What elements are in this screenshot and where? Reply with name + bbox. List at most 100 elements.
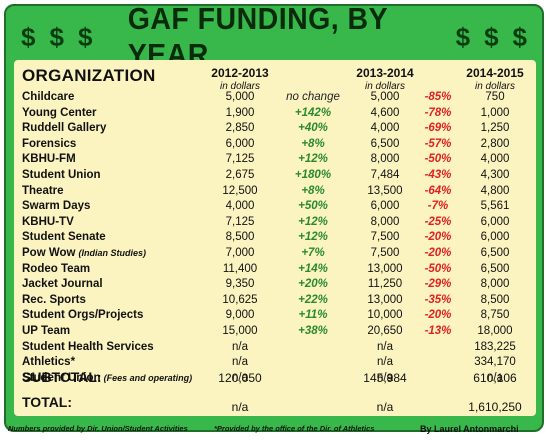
change-2013-2014: -69% [424,122,452,135]
subtotal-2014-2015: 610,106 [473,371,517,385]
table-row: Student Health Services n/a n/a 183,225 [14,340,536,354]
value-2014-2015: 5,561 [480,200,510,213]
value-2014-2015: 750 [485,91,505,103]
value-2012-2013: 2,850 [225,122,255,135]
table-row: Student Orgs/Projects 9,000 +11% 10,000 -20%… [14,308,536,322]
org-name-text: Theatre [22,184,64,197]
total-2014-2015: 1,610,250 [468,400,522,414]
value-2012-2013: 12,500 [222,184,258,197]
table-row: Rodeo Team 11,400 +14% 13,000 -50% 6,500 [14,262,536,276]
year-2012-2013-header: 2012-2013 in dollars [206,66,274,94]
change-2013-2014: -64% [424,184,452,197]
table-row: KBHU-TV 7,125 +12% 8,000 -25% 6,000 [14,215,536,229]
change-2012-2013: +14% [298,262,328,275]
value-2013-2014: 6,000 [370,200,400,213]
table-row: KBHU-FM 7,125 +12% 8,000 -50% 4,000 [14,152,536,166]
org-name-text: KBHU-FM [22,153,76,166]
value-2012-2013: 10,625 [222,293,258,306]
change-2012-2013: +38% [298,325,328,337]
table-row: Student Senate 8,500 +12% 7,500 -20% 6,000 [14,230,536,244]
org-name-text: Student Orgs/Projects [22,309,144,322]
table-row: Swarm Days 4,000 +50% 6,000 -7% 5,561 [14,199,536,213]
org-name-text: KBHU-TV [22,215,74,228]
table-row: Student Union (Fees and operating) n/a n/a n… [14,371,536,385]
value-2012-2013: n/a [232,371,248,384]
total-2012-2013: n/a [231,400,249,414]
table-row: Young Center 1,900 +142% 4,600 -78% 1,000 [14,106,536,120]
value-2014-2015: 18,000 [477,325,513,337]
value-2014-2015: 6,500 [480,247,510,259]
value-2012-2013: 9,350 [225,278,255,291]
value-2013-2014: 6,500 [370,137,400,150]
value-2013-2014: n/a [377,356,393,369]
value-2012-2013: 4,000 [225,200,255,213]
table-row: Pow Wow (Indian Studies) 7,000 +7% 7,500 -20%… [14,246,536,260]
year-label: 2014-2015 [466,66,524,80]
org-name-text: Forensics [22,137,77,150]
change-2013-2014: -78% [424,106,452,119]
value-2013-2014: 5,000 [370,91,400,103]
org-name: UP Team [22,324,70,338]
table-row: Athletics* n/a n/a 334,170 [14,355,536,369]
org-name: Student Union [22,168,101,182]
athletics-note: *Provided by the office of the Dir. of A… [214,424,375,433]
org-name: Swarm Days [22,199,90,213]
change-2012-2013: +8% [301,137,325,150]
unit-label: in dollars [364,81,406,92]
total-label: TOTAL: [22,394,73,410]
value-2012-2013: 2,675 [225,169,255,181]
value-2014-2015: 2,800 [480,137,510,150]
change-2013-2014: -57% [424,137,452,150]
org-name-text: Childcare [22,91,75,103]
value-2014-2015: 8,500 [480,293,510,306]
table-row: Rec. Sports 10,625 +22% 13,000 -35% 8,500 [14,293,536,307]
value-2014-2015: 6,500 [480,262,510,275]
year-label: 2013-2014 [356,66,414,80]
org-name-text: Rec. Sports [22,293,86,306]
value-2013-2014: 10,000 [367,309,403,322]
value-2013-2014: 20,650 [367,325,403,337]
unit-label: in dollars [219,81,261,92]
value-2013-2014: 7,500 [370,247,400,259]
dollar-sign-icon: $ [484,22,499,52]
org-name-text: Student Senate [22,231,106,244]
value-2012-2013: 7,000 [225,247,255,259]
value-2014-2015: 183,225 [474,340,516,353]
org-name-text: UP Team [22,325,71,337]
org-name-text: Pow Wow [22,247,76,259]
org-name-text: Student Health Services [22,340,154,353]
org-name: KBHU-FM [22,152,76,166]
change-2013-2014: -85% [424,91,452,103]
subtotal-label: SUBTOTAL: [22,369,102,385]
change-2013-2014: -20% [424,247,452,259]
org-name: KBHU-TV [22,215,74,229]
value-2012-2013: 11,400 [222,262,258,275]
change-2013-2014: -13% [424,325,452,337]
change-2013-2014: -7% [427,200,449,213]
subtotal-2012-2013: 120,050 [218,371,262,385]
dollar-sign-icon: $ [512,22,527,52]
value-2012-2013: 7,125 [225,153,255,166]
value-2014-2015: 6,000 [480,215,510,228]
change-2012-2013: +50% [298,200,328,213]
value-2014-2015: 334,170 [474,356,516,369]
value-2012-2013: 15,000 [222,325,258,337]
value-2014-2015: n/a [487,371,503,384]
value-2012-2013: 1,900 [225,106,255,119]
org-name: Rodeo Team [22,262,90,276]
value-2014-2015: 4,800 [480,184,510,197]
org-name: Student Union (Fees and operating) [22,371,192,385]
org-name-text: Young Center [22,106,97,119]
change-2013-2014: -29% [424,278,452,291]
change-2013-2014: -50% [424,153,452,166]
org-name-text: Student Union [22,371,101,384]
value-2014-2015: 1,250 [480,122,510,135]
table-row: Jacket Journal 9,350 +20% 11,250 -29% 8,000 [14,277,536,291]
value-2012-2013: 8,500 [225,231,255,244]
value-2014-2015: 4,000 [480,153,510,166]
value-2013-2014: 8,000 [370,215,400,228]
org-name: Pow Wow (Indian Studies) [22,246,146,260]
value-2014-2015: 8,000 [480,278,510,291]
org-name-text: Jacket Journal [22,278,103,291]
change-2012-2013: +22% [298,293,328,306]
